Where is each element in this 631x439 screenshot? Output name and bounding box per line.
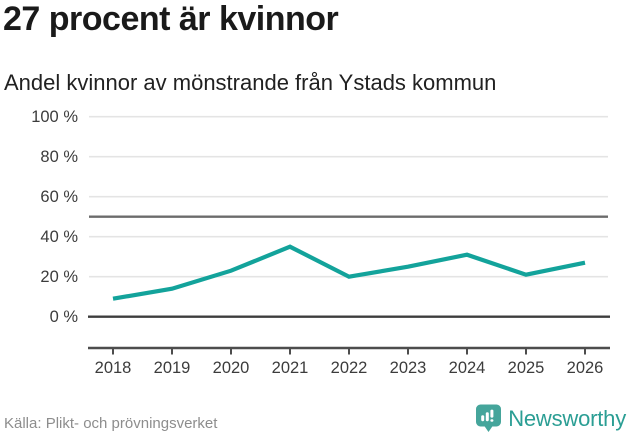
x-axis-tick-label: 2022 bbox=[331, 359, 368, 377]
y-axis-tick-label: 0 % bbox=[50, 308, 79, 326]
newsworthy-wordmark: Newsworthy bbox=[508, 405, 626, 431]
y-axis-tick-label: 40 % bbox=[40, 228, 78, 246]
chart-subtitle: Andel kvinnor av mönstrande från Ystads … bbox=[4, 70, 497, 95]
x-axis-tick-label: 2019 bbox=[154, 359, 191, 377]
line-chart: 0 % 20 % 40 % 60 % 80 % 100 % 2018 2019 2020 2021… bbox=[31, 108, 610, 377]
x-axis-tick-label: 2023 bbox=[390, 359, 427, 377]
newsworthy-logo: Newsworthy bbox=[475, 402, 626, 435]
chart-title: 27 procent är kvinnor bbox=[3, 0, 339, 38]
y-axis-tick-label: 100 % bbox=[31, 108, 78, 126]
y-axis-tick-label: 60 % bbox=[40, 188, 78, 206]
x-axis-tick-label: 2024 bbox=[449, 359, 486, 377]
y-axis-tick-label: 80 % bbox=[40, 148, 78, 166]
newsworthy-bar-chart-bubble-icon bbox=[476, 404, 502, 432]
trend-line bbox=[112, 244, 586, 301]
y-axis-tick-label: 20 % bbox=[40, 268, 78, 286]
x-axis-tick-label: 2021 bbox=[272, 359, 309, 377]
x-axis-tick-label: 2018 bbox=[95, 359, 132, 377]
x-axis-tick-label: 2020 bbox=[213, 359, 250, 377]
x-axis-tick-label: 2026 bbox=[567, 359, 604, 377]
x-axis-tick-label: 2025 bbox=[508, 359, 545, 377]
source-note: Källa: Plikt- och prövningsverket bbox=[4, 415, 218, 432]
